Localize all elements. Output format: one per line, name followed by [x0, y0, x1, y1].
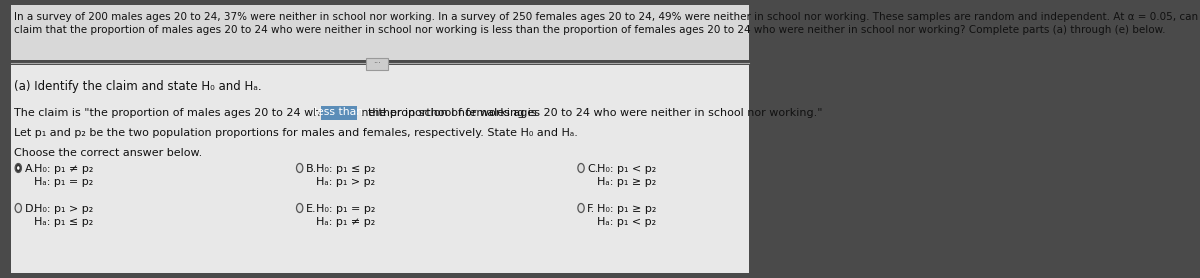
Text: F.: F. [587, 204, 595, 214]
Text: E.: E. [306, 204, 317, 214]
Text: Hₐ: p₁ = p₂: Hₐ: p₁ = p₂ [35, 177, 94, 187]
Text: H₀: p₁ ≤ p₂: H₀: p₁ ≤ p₂ [316, 164, 376, 174]
Text: H₀: p₁ ≠ p₂: H₀: p₁ ≠ p₂ [35, 164, 94, 174]
Circle shape [296, 163, 302, 173]
Text: claim that the proportion of males ages 20 to 24 who were neither in school nor : claim that the proportion of males ages … [14, 25, 1165, 35]
Text: Hₐ: p₁ ≤ p₂: Hₐ: p₁ ≤ p₂ [35, 217, 94, 227]
Text: C.: C. [587, 164, 599, 174]
Text: Hₐ: p₁ ≥ p₂: Hₐ: p₁ ≥ p₂ [598, 177, 656, 187]
Text: (a) Identify the claim and state H₀ and Hₐ.: (a) Identify the claim and state H₀ and … [14, 80, 262, 93]
Text: A.: A. [25, 164, 36, 174]
Text: In a survey of 200 males ages 20 to 24, 37% were neither in school nor working. : In a survey of 200 males ages 20 to 24, … [14, 12, 1200, 22]
Text: H₀: p₁ = p₂: H₀: p₁ = p₂ [316, 204, 376, 214]
Circle shape [17, 166, 19, 170]
Text: B.: B. [306, 164, 317, 174]
Bar [366, 58, 389, 70]
Text: the proportion of females ages 20 to 24 who were neither in school nor working.": the proportion of females ages 20 to 24 … [361, 108, 822, 118]
Bar [11, 65, 749, 273]
Text: D.: D. [25, 204, 37, 214]
Text: Hₐ: p₁ < p₂: Hₐ: p₁ < p₂ [598, 217, 656, 227]
Text: Choose the correct answer below.: Choose the correct answer below. [14, 148, 203, 158]
Circle shape [16, 163, 22, 173]
Text: H₀: p₁ < p₂: H₀: p₁ < p₂ [598, 164, 656, 174]
Text: The claim is "the proportion of males ages 20 to 24 who were neither in school n: The claim is "the proportion of males ag… [14, 108, 540, 118]
Text: Hₐ: p₁ ≠ p₂: Hₐ: p₁ ≠ p₂ [316, 217, 376, 227]
Text: ···: ··· [373, 59, 380, 68]
Text: Let p₁ and p₂ be the two population proportions for males and females, respectiv: Let p₁ and p₂ be the two population prop… [14, 128, 578, 138]
Circle shape [578, 163, 584, 173]
Circle shape [578, 203, 584, 212]
Text: H₀: p₁ ≥ p₂: H₀: p₁ ≥ p₂ [598, 204, 656, 214]
Bar [11, 5, 749, 60]
Circle shape [16, 203, 22, 212]
Bar [320, 106, 358, 120]
Text: Hₐ: p₁ > p₂: Hₐ: p₁ > p₂ [316, 177, 374, 187]
Text: less than: less than [314, 107, 364, 117]
Circle shape [296, 203, 302, 212]
Text: H₀: p₁ > p₂: H₀: p₁ > p₂ [35, 204, 94, 214]
